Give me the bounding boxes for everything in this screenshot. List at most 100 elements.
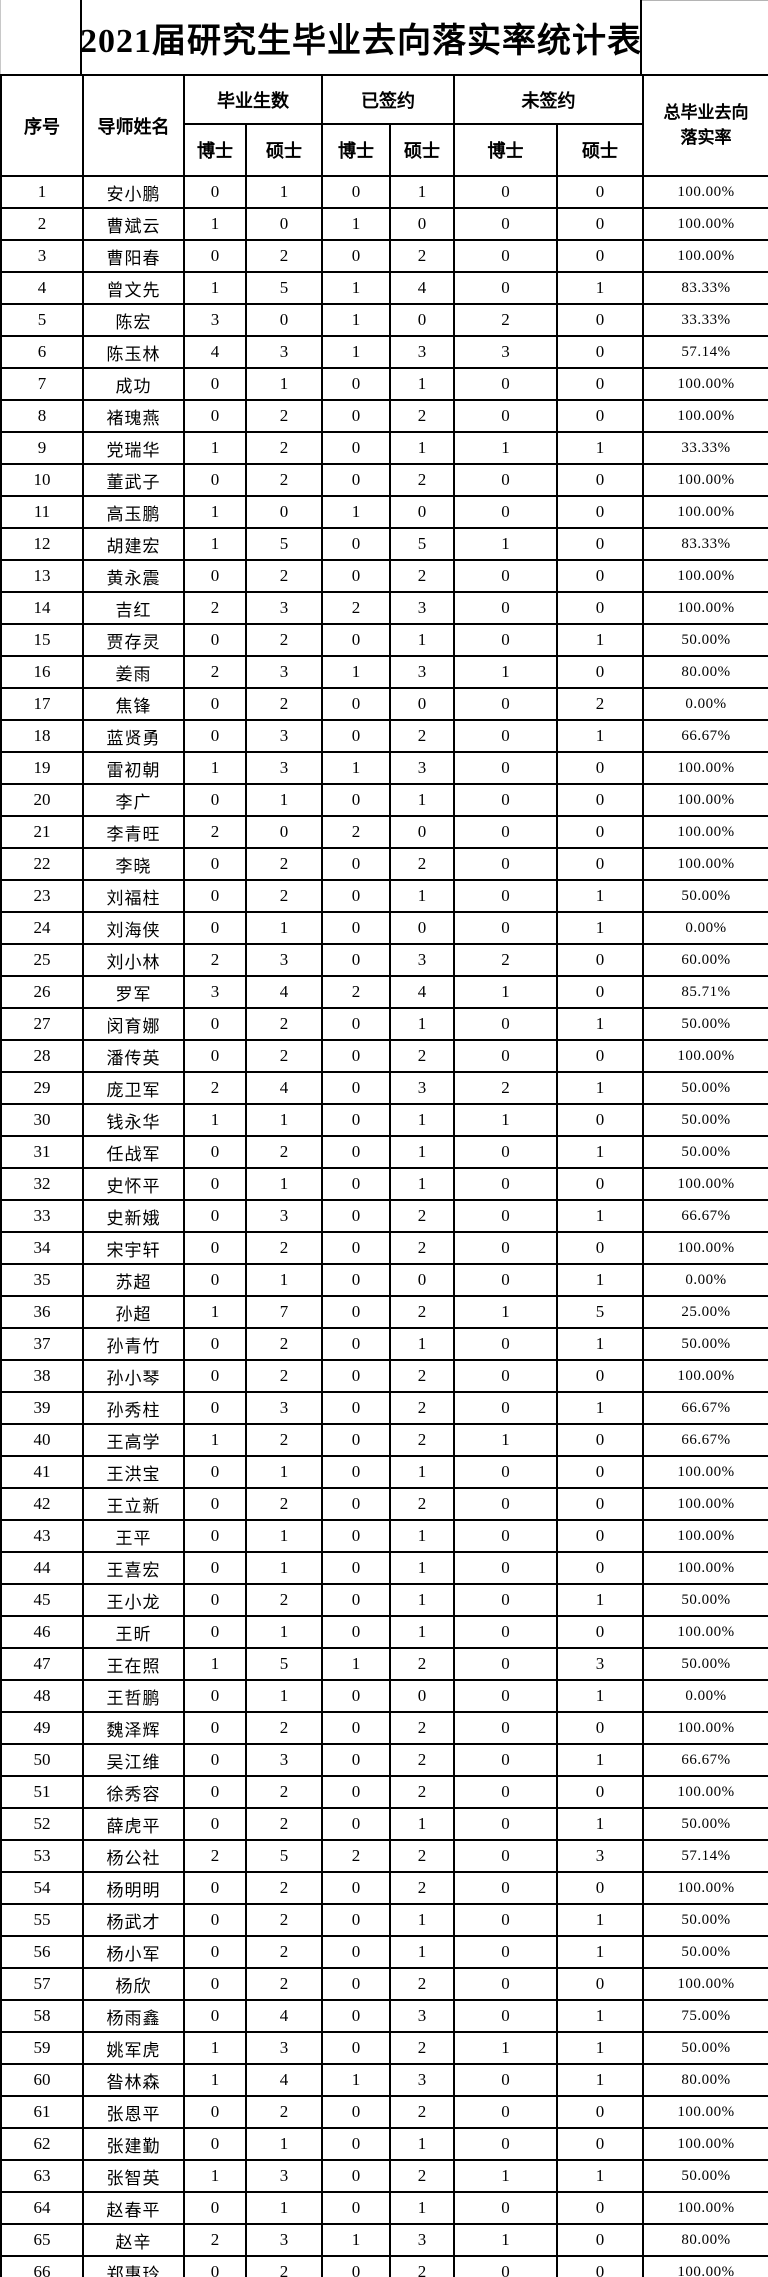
signed-phd-count: 0 <box>321 1711 391 1745</box>
signed-phd-count: 0 <box>321 1519 391 1553</box>
grad-phd-count: 2 <box>183 655 247 689</box>
table-row: 22 李晓 0 2 0 2 0 0 100.00% <box>0 847 768 881</box>
advisor-name: 宋宇轩 <box>82 1231 185 1265</box>
grad-phd-count: 2 <box>183 815 247 849</box>
advisor-name: 党瑞华 <box>82 431 185 465</box>
unsigned-master-count: 0 <box>556 1775 644 1809</box>
unsigned-phd-count: 0 <box>453 1999 558 2033</box>
row-number: 19 <box>0 751 84 785</box>
unsigned-master-count: 1 <box>556 1263 644 1297</box>
statistics-table: 序号 导师姓名 毕业生数 已签约 未签约 总毕业去向 落实率 博士 硕士 博士 … <box>0 74 768 2277</box>
grad-master-count: 2 <box>245 1775 323 1809</box>
signed-phd-count: 0 <box>321 1551 391 1585</box>
unsigned-master-count: 1 <box>556 1807 644 1841</box>
unsigned-phd-count: 0 <box>453 1679 558 1713</box>
signed-master-count: 3 <box>389 751 455 785</box>
grad-master-count: 2 <box>245 1903 323 1937</box>
row-number: 8 <box>0 399 84 433</box>
grad-phd-count: 0 <box>183 719 247 753</box>
grad-master-count: 7 <box>245 1295 323 1329</box>
row-number: 18 <box>0 719 84 753</box>
unsigned-master-count: 0 <box>556 1967 644 2001</box>
title-cell: 2021届研究生毕业去向落实率统计表 <box>80 0 642 74</box>
signed-phd-count: 0 <box>321 1999 391 2033</box>
grad-phd-count: 1 <box>183 527 247 561</box>
grad-phd-count: 0 <box>183 1551 247 1585</box>
grad-phd-count: 0 <box>183 1999 247 2033</box>
header-signed-master: 硕士 <box>389 123 455 177</box>
grad-master-count: 1 <box>245 1263 323 1297</box>
signed-master-count: 3 <box>389 2223 455 2257</box>
signed-master-count: 5 <box>389 527 455 561</box>
signed-phd-count: 0 <box>321 367 391 401</box>
row-number: 26 <box>0 975 84 1009</box>
row-number: 59 <box>0 2031 84 2065</box>
advisor-name: 张建勤 <box>82 2127 185 2161</box>
table-row: 36 孙超 1 7 0 2 1 5 25.00% <box>0 1295 768 1329</box>
employment-rate: 100.00% <box>642 591 768 625</box>
advisor-name: 昝林森 <box>82 2063 185 2097</box>
advisor-name: 李广 <box>82 783 185 817</box>
signed-phd-count: 1 <box>321 303 391 337</box>
grad-phd-count: 1 <box>183 431 247 465</box>
signed-master-count: 1 <box>389 1455 455 1489</box>
table-row: 38 孙小琴 0 2 0 2 0 0 100.00% <box>0 1359 768 1393</box>
unsigned-phd-count: 0 <box>453 1135 558 1169</box>
grad-phd-count: 0 <box>183 1775 247 1809</box>
unsigned-phd-count: 2 <box>453 943 558 977</box>
title-right-spacer-cell <box>642 0 768 74</box>
advisor-name: 高玉鹏 <box>82 495 185 529</box>
signed-phd-count: 0 <box>321 1071 391 1105</box>
employment-rate: 66.67% <box>642 1743 768 1777</box>
signed-phd-count: 0 <box>321 431 391 465</box>
table-row: 43 王平 0 1 0 1 0 0 100.00% <box>0 1519 768 1553</box>
employment-rate: 50.00% <box>642 1071 768 1105</box>
grad-phd-count: 0 <box>183 1903 247 1937</box>
employment-rate: 100.00% <box>642 2127 768 2161</box>
unsigned-master-count: 1 <box>556 1391 644 1425</box>
signed-phd-count: 1 <box>321 2223 391 2257</box>
table-row: 34 宋宇轩 0 2 0 2 0 0 100.00% <box>0 1231 768 1265</box>
table-row: 21 李青旺 2 0 2 0 0 0 100.00% <box>0 815 768 849</box>
table-row: 10 董武子 0 2 0 2 0 0 100.00% <box>0 463 768 497</box>
signed-phd-count: 0 <box>321 1615 391 1649</box>
signed-master-count: 1 <box>389 175 455 209</box>
signed-master-count: 1 <box>389 2191 455 2225</box>
employment-rate: 100.00% <box>642 207 768 241</box>
unsigned-phd-count: 0 <box>453 1935 558 1969</box>
table-row: 37 孙青竹 0 2 0 1 0 1 50.00% <box>0 1327 768 1361</box>
advisor-name: 孙秀柱 <box>82 1391 185 1425</box>
unsigned-phd-count: 0 <box>453 367 558 401</box>
unsigned-master-count: 3 <box>556 1647 644 1681</box>
employment-rate: 60.00% <box>642 943 768 977</box>
employment-rate: 50.00% <box>642 1103 768 1137</box>
table-row: 57 杨欣 0 2 0 2 0 0 100.00% <box>0 1967 768 2001</box>
unsigned-phd-count: 0 <box>453 1007 558 1041</box>
signed-phd-count: 0 <box>321 719 391 753</box>
signed-phd-count: 0 <box>321 2191 391 2225</box>
signed-master-count: 2 <box>389 1487 455 1521</box>
table-body: 1 安小鹏 0 1 0 1 0 0 100.00% 2 曹斌云 1 0 1 0 0 0 100.00% 3 曹阳春 0 2… <box>0 175 768 2277</box>
signed-master-count: 1 <box>389 783 455 817</box>
unsigned-phd-count: 1 <box>453 1103 558 1137</box>
unsigned-phd-count: 0 <box>453 1455 558 1489</box>
grad-master-count: 4 <box>245 975 323 1009</box>
unsigned-master-count: 1 <box>556 1679 644 1713</box>
table-row: 45 王小龙 0 2 0 1 0 1 50.00% <box>0 1583 768 1617</box>
row-number: 10 <box>0 463 84 497</box>
grad-master-count: 3 <box>245 1743 323 1777</box>
grad-master-count: 1 <box>245 1615 323 1649</box>
unsigned-phd-count: 0 <box>453 879 558 913</box>
grad-master-count: 3 <box>245 591 323 625</box>
unsigned-master-count: 0 <box>556 815 644 849</box>
table-row: 58 杨雨鑫 0 4 0 3 0 1 75.00% <box>0 1999 768 2033</box>
unsigned-master-count: 0 <box>556 463 644 497</box>
unsigned-phd-count: 0 <box>453 687 558 721</box>
row-number: 61 <box>0 2095 84 2129</box>
grad-phd-count: 1 <box>183 495 247 529</box>
unsigned-master-count: 0 <box>556 1615 644 1649</box>
grad-phd-count: 0 <box>183 1167 247 1201</box>
employment-rate: 50.00% <box>642 1135 768 1169</box>
signed-phd-count: 0 <box>321 559 391 593</box>
signed-phd-count: 0 <box>321 2095 391 2129</box>
